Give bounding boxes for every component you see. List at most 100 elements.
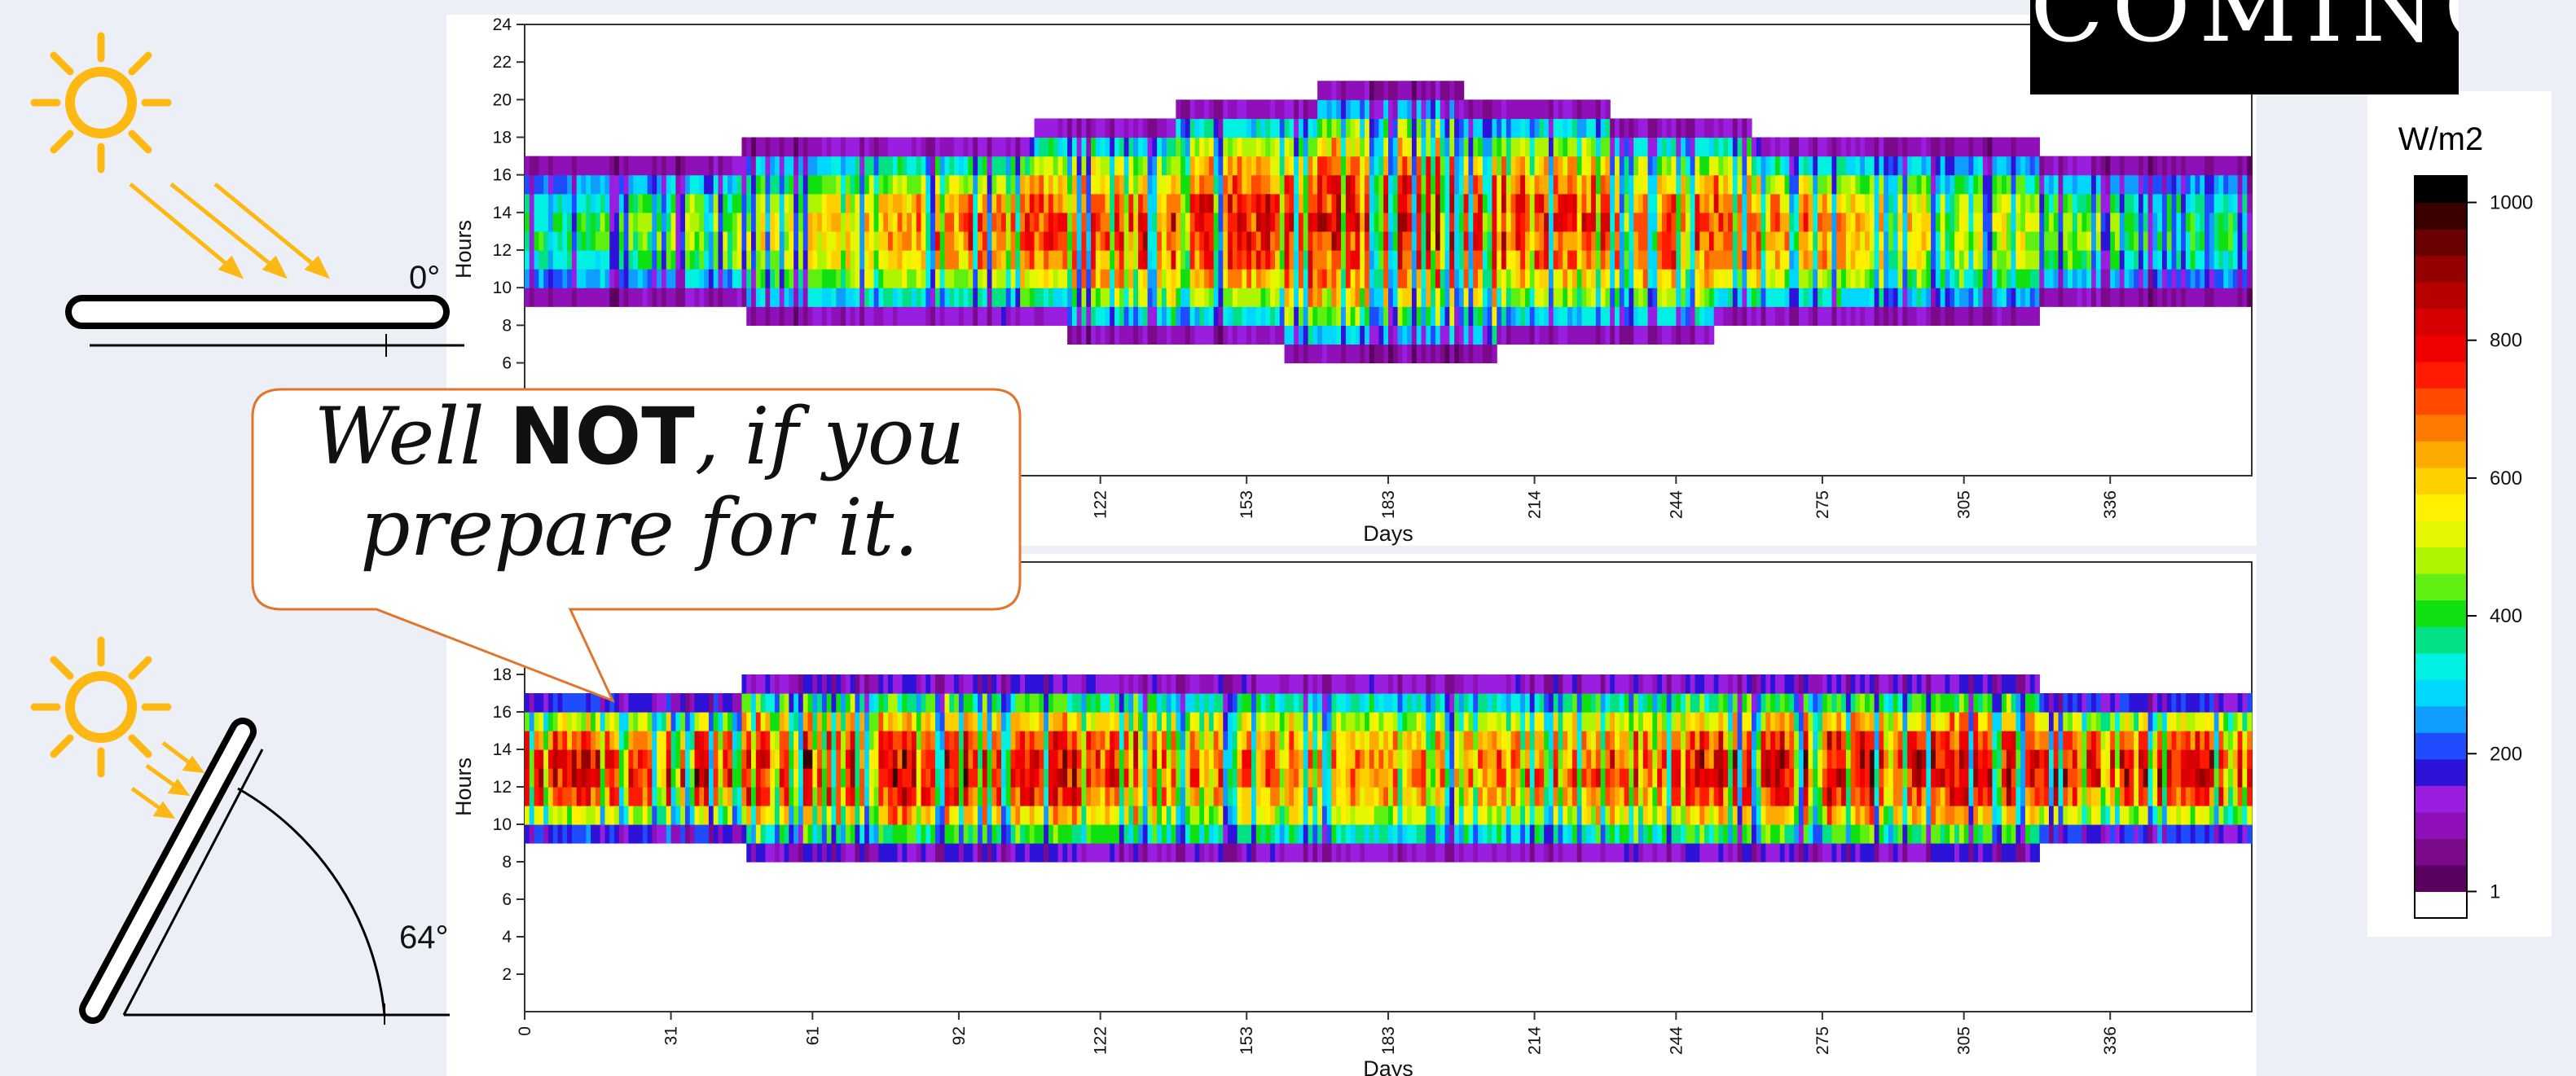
heatmap-cell — [982, 824, 987, 844]
heatmap-cell — [1299, 325, 1303, 345]
heatmap-cell — [1086, 306, 1091, 326]
heatmap-cell — [1954, 250, 1959, 270]
heatmap-cell — [1530, 138, 1535, 157]
heatmap-cell — [1827, 250, 1832, 270]
heatmap-cell — [793, 693, 798, 713]
heatmap-cell — [1563, 194, 1567, 213]
heatmap-cell — [785, 213, 789, 232]
heatmap-cell — [1223, 288, 1228, 307]
heatmap-cell — [2218, 250, 2223, 270]
heatmap-cell — [1336, 288, 1341, 307]
heatmap-cell — [1799, 175, 1804, 195]
heatmap-cell — [1218, 118, 1223, 138]
heatmap-cell — [1082, 325, 1087, 345]
heatmap-cell — [633, 824, 638, 844]
heatmap-cell — [1581, 325, 1586, 345]
heatmap-cell — [761, 175, 766, 195]
heatmap-cell — [1294, 269, 1299, 288]
heatmap-cell — [761, 731, 766, 750]
heatmap-cell — [741, 712, 746, 731]
heatmap-cell — [1091, 306, 1096, 326]
heatmap-cell — [1270, 138, 1275, 157]
heatmap-cell — [959, 824, 964, 844]
heatmap-cell — [600, 213, 605, 232]
heatmap-cell — [808, 269, 813, 288]
heatmap-cell — [1813, 138, 1818, 157]
heatmap-cell — [793, 768, 798, 788]
heatmap-cell — [883, 824, 888, 844]
heatmap-cell — [732, 213, 737, 232]
heatmap-cell — [832, 175, 837, 195]
heatmap-cell — [2143, 156, 2148, 176]
heatmap-cell — [1752, 213, 1756, 232]
heatmap-cell — [525, 213, 530, 232]
heatmap-cell — [1299, 138, 1303, 157]
heatmap-cell — [1312, 325, 1317, 345]
heatmap-cell — [1233, 231, 1237, 251]
heatmap-cell — [907, 156, 912, 176]
heatmap-cell — [1591, 306, 1596, 326]
heatmap-cell — [2233, 231, 2238, 251]
heatmap-cell — [1172, 231, 1176, 251]
heatmap-cell — [1431, 288, 1435, 307]
heatmap-cell — [2129, 231, 2134, 251]
heatmap-cell — [1435, 231, 1440, 251]
heatmap-cell — [2191, 250, 2196, 270]
heatmap-cell — [1270, 194, 1275, 213]
heatmap-cell — [1180, 213, 1185, 232]
heatmap-cell — [1968, 175, 1973, 195]
heatmap-cell — [1648, 213, 1653, 232]
heatmap-cell — [1020, 843, 1025, 863]
heatmap-cell — [1468, 99, 1473, 119]
heatmap-cell — [1723, 306, 1728, 326]
heatmap-cell — [1256, 175, 1261, 195]
heatmap-cell — [1242, 288, 1246, 307]
heatmap-cell — [1459, 118, 1464, 138]
heatmap-cell — [718, 749, 723, 769]
heatmap-cell — [1964, 194, 1969, 213]
heatmap-cell — [666, 288, 671, 307]
heatmap-cell — [1761, 194, 1766, 213]
heatmap-cell — [917, 156, 921, 176]
heatmap-cell — [1383, 325, 1388, 345]
heatmap-cell — [1567, 306, 1572, 326]
heatmap-cell — [798, 175, 803, 195]
heatmap-cell — [855, 749, 859, 769]
heatmap-cell — [793, 288, 798, 307]
heatmap-cell — [1950, 306, 1954, 326]
heatmap-cell — [1941, 175, 1945, 195]
heatmap-cell — [1780, 175, 1785, 195]
heatmap-cell — [1101, 269, 1106, 288]
heatmap-cell — [1549, 250, 1554, 270]
heatmap-cell — [732, 288, 737, 307]
heatmap-cell — [2134, 269, 2139, 288]
heatmap-cell — [2157, 269, 2162, 288]
heatmap-cell — [1610, 250, 1615, 270]
heatmap-cell — [1983, 288, 1988, 307]
heatmap-cell — [1789, 250, 1794, 270]
heatmap-cell — [1554, 269, 1558, 288]
heatmap-cell — [1172, 306, 1176, 326]
heatmap-cell — [723, 269, 728, 288]
heatmap-cell — [2068, 156, 2073, 176]
heatmap-cell — [1119, 306, 1124, 326]
heatmap-cell — [1686, 194, 1690, 213]
heatmap-cell — [1554, 213, 1558, 232]
heatmap-cell — [770, 768, 775, 788]
heatmap-cell — [2063, 213, 2068, 232]
heatmap-cell — [803, 231, 808, 251]
heatmap-cell — [991, 768, 996, 788]
heatmap-cell — [1775, 288, 1780, 307]
heatmap-cell — [1968, 213, 1973, 232]
heatmap-cell — [1402, 325, 1407, 345]
heatmap-cell — [2157, 231, 2162, 251]
heatmap-cell — [1369, 250, 1374, 270]
heatmap-cell — [1440, 194, 1445, 213]
heatmap-cell — [1445, 118, 1450, 138]
heatmap-cell — [907, 843, 912, 863]
heatmap-cell — [832, 231, 837, 251]
heatmap-cell — [2152, 250, 2157, 270]
heatmap-cell — [1620, 288, 1624, 307]
heatmap-cell — [666, 787, 671, 806]
heatmap-cell — [1039, 138, 1044, 157]
